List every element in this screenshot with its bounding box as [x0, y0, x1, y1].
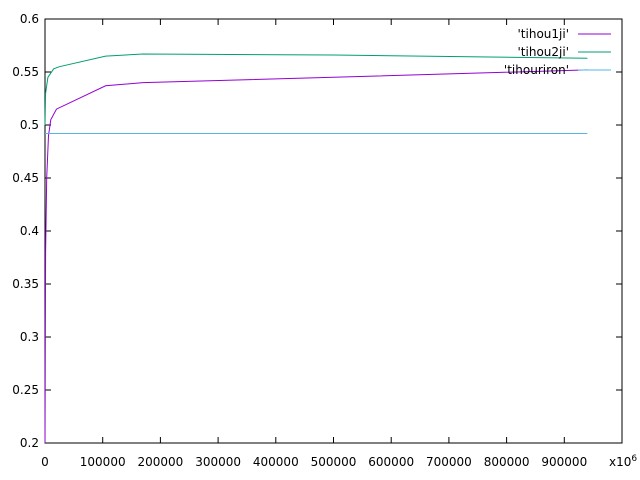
y-tick-label: 0.35: [12, 277, 39, 291]
legend: 'tihou1ji' 'tihou2ji' 'tihouriron': [504, 27, 611, 77]
y-tick-label: 0.4: [20, 224, 39, 238]
x-tick-label: 600000: [368, 455, 414, 469]
series-line-1: [44, 53, 588, 126]
chart-axes: 0.2 0.25 0.3 0.35 0.4 0.45 0.5 0.55 0.6 0 100000 20…: [12, 12, 623, 469]
y-tick-label: 0.3: [20, 330, 39, 344]
x-tick-label: 0: [41, 455, 49, 469]
x-tick-label: 800000: [484, 455, 530, 469]
series-line-0: [44, 69, 588, 444]
x-tick-label: 300000: [195, 455, 241, 469]
x-tick-label: 700000: [426, 455, 472, 469]
x-tick-label: 400000: [253, 455, 299, 469]
legend-label-1: 'tihou2ji': [518, 45, 570, 59]
y-tick-label: 0.2: [20, 436, 39, 450]
series-layer: [44, 53, 588, 444]
y-tick-label: 0.45: [12, 171, 39, 185]
x-tick-label: 200000: [137, 455, 183, 469]
y-tick-label: 0.25: [12, 383, 39, 397]
x-axis-multiplier: x106: [609, 454, 637, 469]
y-tick-label: 0.5: [20, 118, 39, 132]
legend-label-0: 'tihou1ji': [518, 27, 570, 41]
plot-border: [44, 18, 623, 444]
y-tick-label: 0.55: [12, 65, 39, 79]
y-tick-label: 0.6: [20, 12, 39, 26]
x-tick-label: 500000: [311, 455, 357, 469]
x-tick-label: 100000: [80, 455, 126, 469]
legend-label-2: 'tihouriron': [504, 63, 569, 77]
x-tick-label: 900000: [541, 455, 587, 469]
